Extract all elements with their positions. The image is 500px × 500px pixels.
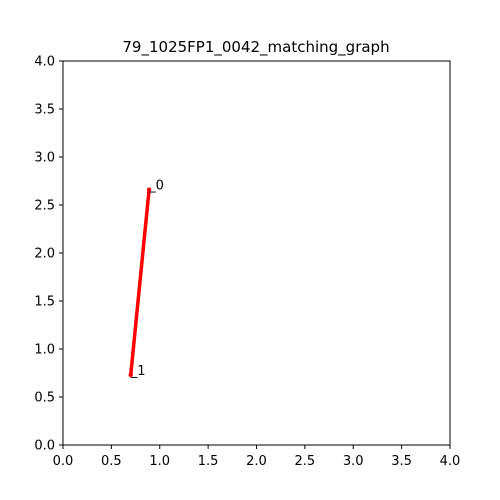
y-tick-label: 2.0 [34,247,55,262]
x-tick-label: 3.0 [343,454,364,469]
edge-line-0 [128,189,151,376]
y-tick-label: 1.0 [34,343,55,358]
y-tick-label: 4.0 [34,55,55,70]
x-tick-label: 0.5 [101,454,122,469]
y-tick-label: 3.5 [34,103,55,118]
x-tick-label: 1.0 [149,454,170,469]
y-tick-label: 0.5 [34,391,55,406]
x-tick-label: 0.0 [53,454,74,469]
x-tick-label: 2.0 [246,454,267,469]
plot-area: _0 _1 [128,179,164,379]
x-tick-label: 3.5 [391,454,412,469]
x-tick-label: 2.5 [295,454,316,469]
x-tick-label: 4.0 [440,454,461,469]
y-tick-label: 0.0 [34,439,55,454]
x-tick-label: 1.5 [198,454,219,469]
node-point-0 [146,187,152,192]
y-tick-label: 1.5 [34,295,55,310]
y-tick-label: 2.5 [34,199,55,214]
chart-title: 79_1025FP1_0042_matching_graph [122,38,389,57]
axes: 0.0 0.5 1.0 1.5 2.0 2.5 3.0 3.5 4.0 0.0 0.5 1.0 1.5 2… [34,55,460,470]
node-label-1: _1 [130,364,146,379]
node-label-0: _0 [148,179,164,194]
node-point-1 [128,372,133,378]
y-tick-label: 3.0 [34,151,55,166]
